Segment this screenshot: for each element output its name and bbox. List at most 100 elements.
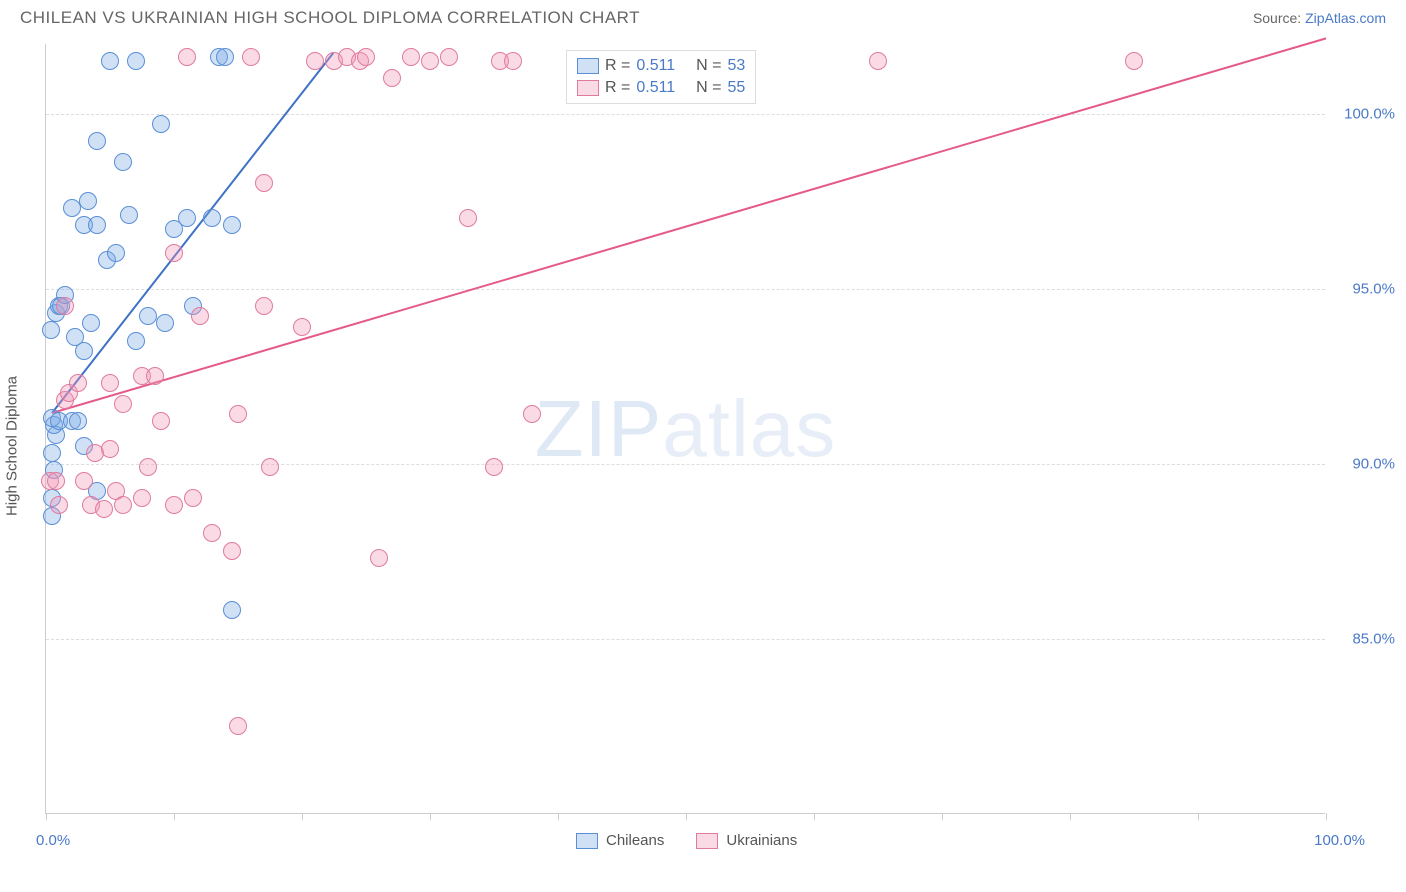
data-point <box>79 192 97 210</box>
data-point <box>139 458 157 476</box>
chart-header: CHILEAN VS UKRAINIAN HIGH SCHOOL DIPLOMA… <box>0 0 1406 32</box>
x-tick <box>46 813 47 820</box>
data-point <box>75 342 93 360</box>
data-point <box>184 489 202 507</box>
data-point <box>402 48 420 66</box>
data-point <box>114 153 132 171</box>
series-legend: Chileans Ukrainians <box>576 832 821 849</box>
data-point <box>383 69 401 87</box>
x-tick <box>430 813 431 820</box>
gridline <box>46 289 1325 290</box>
data-point <box>306 52 324 70</box>
data-point <box>107 244 125 262</box>
x-label-start: 0.0% <box>36 832 70 849</box>
y-tick-label: 95.0% <box>1335 281 1395 298</box>
data-point <box>50 496 68 514</box>
data-point <box>88 216 106 234</box>
data-point <box>75 472 93 490</box>
legend-label: Ukrainians <box>726 832 797 849</box>
data-point <box>156 314 174 332</box>
legend-swatch <box>577 80 599 96</box>
data-point <box>440 48 458 66</box>
data-point <box>47 472 65 490</box>
x-tick <box>1070 813 1071 820</box>
data-point <box>869 52 887 70</box>
data-point <box>223 601 241 619</box>
chart-title: CHILEAN VS UKRAINIAN HIGH SCHOOL DIPLOMA… <box>20 8 640 28</box>
data-point <box>101 374 119 392</box>
data-point <box>120 206 138 224</box>
data-point <box>191 307 209 325</box>
data-point <box>146 367 164 385</box>
y-axis-label: High School Diploma <box>4 376 21 516</box>
data-point <box>101 440 119 458</box>
data-point <box>139 307 157 325</box>
gridline <box>46 639 1325 640</box>
data-point <box>165 244 183 262</box>
data-point <box>101 52 119 70</box>
data-point <box>459 209 477 227</box>
legend-swatch <box>576 833 598 849</box>
data-point <box>95 500 113 518</box>
stats-legend: R = 0.511 N = 53R = 0.511 N = 55 <box>566 50 756 104</box>
x-tick <box>1198 813 1199 820</box>
data-point <box>69 374 87 392</box>
data-point <box>127 52 145 70</box>
data-point <box>357 48 375 66</box>
y-tick-label: 100.0% <box>1335 106 1395 123</box>
data-point <box>223 216 241 234</box>
data-point <box>370 549 388 567</box>
data-point <box>293 318 311 336</box>
data-point <box>63 199 81 217</box>
data-point <box>178 48 196 66</box>
data-point <box>242 48 260 66</box>
data-point <box>223 542 241 560</box>
data-point <box>229 405 247 423</box>
data-point <box>203 209 221 227</box>
data-point <box>133 489 151 507</box>
data-point <box>152 412 170 430</box>
x-tick <box>686 813 687 820</box>
data-point <box>165 496 183 514</box>
data-point <box>523 405 541 423</box>
gridline <box>46 464 1325 465</box>
x-tick <box>174 813 175 820</box>
data-point <box>261 458 279 476</box>
watermark: ZIPatlas <box>535 383 836 475</box>
data-point <box>56 297 74 315</box>
data-point <box>42 321 60 339</box>
data-point <box>255 174 273 192</box>
x-tick <box>1326 813 1327 820</box>
data-point <box>485 458 503 476</box>
data-point <box>114 496 132 514</box>
data-point <box>127 332 145 350</box>
y-tick-label: 90.0% <box>1335 456 1395 473</box>
legend-swatch <box>696 833 718 849</box>
data-point <box>255 297 273 315</box>
scatter-chart: ZIPatlas 85.0%90.0%95.0%100.0%0.0%100.0%… <box>45 44 1325 814</box>
x-tick <box>814 813 815 820</box>
chart-source: Source: ZipAtlas.com <box>1253 10 1386 26</box>
stats-legend-row: R = 0.511 N = 53 <box>577 55 745 77</box>
data-point <box>1125 52 1143 70</box>
data-point <box>504 52 522 70</box>
data-point <box>178 209 196 227</box>
x-tick <box>942 813 943 820</box>
x-tick <box>558 813 559 820</box>
data-point <box>216 48 234 66</box>
x-tick <box>302 813 303 820</box>
y-tick-label: 85.0% <box>1335 631 1395 648</box>
data-point <box>421 52 439 70</box>
data-point <box>203 524 221 542</box>
stats-legend-row: R = 0.511 N = 55 <box>577 77 745 99</box>
data-point <box>229 717 247 735</box>
legend-swatch <box>577 58 599 74</box>
source-link[interactable]: ZipAtlas.com <box>1305 10 1386 26</box>
data-point <box>69 412 87 430</box>
gridline <box>46 114 1325 115</box>
data-point <box>82 314 100 332</box>
data-point <box>114 395 132 413</box>
data-point <box>43 444 61 462</box>
legend-label: Chileans <box>606 832 664 849</box>
data-point <box>152 115 170 133</box>
